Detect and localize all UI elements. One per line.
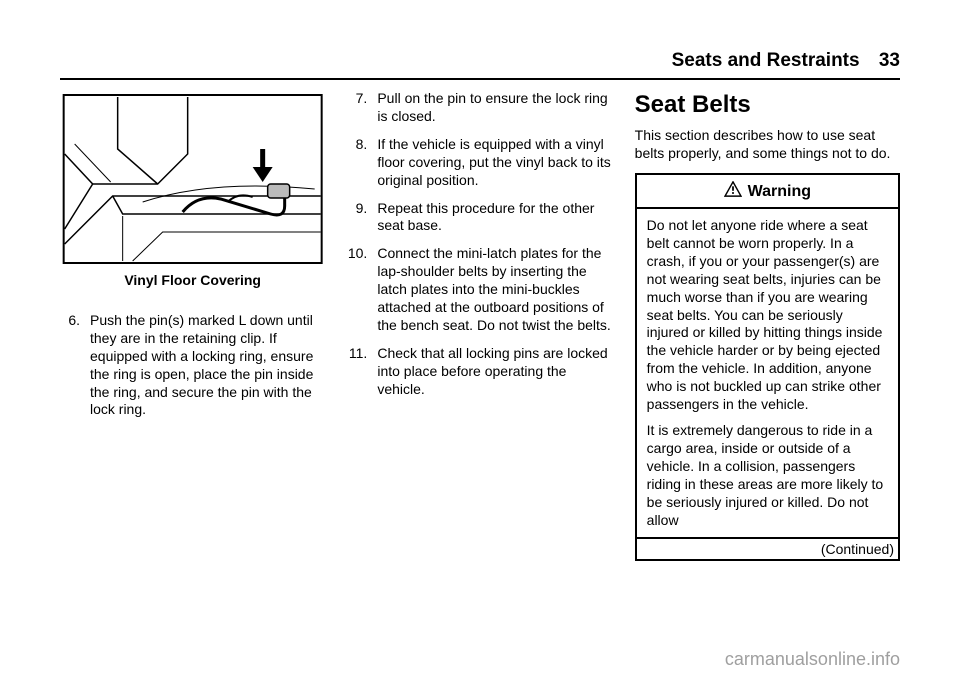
step-text: Push the pin(s) marked L down until they… [90, 312, 325, 419]
warning-paragraph: It is extremely dangerous to ride in a c… [647, 422, 888, 529]
step-item: 10. Connect the mini-latch plates for th… [347, 245, 612, 335]
figure-caption: Vinyl Floor Covering [60, 272, 325, 290]
step-text: Connect the mini-latch plates for the la… [377, 245, 612, 335]
step-text: Pull on the pin to ensure the lock ring … [377, 90, 612, 126]
steps-list-col2: 7. Pull on the pin to ensure the lock ri… [347, 90, 612, 399]
step-number: 8. [347, 136, 377, 190]
section-title: Seats and Restraints [672, 50, 860, 71]
warning-box: Warning Do not let anyone ride where a s… [635, 173, 900, 562]
step-text: If the vehicle is equipped with a vinyl … [377, 136, 612, 190]
warning-heading: Warning [637, 175, 898, 209]
warning-triangle-icon [724, 181, 742, 203]
warning-label: Warning [748, 182, 811, 202]
page-number: 33 [879, 50, 900, 71]
step-number: 9. [347, 200, 377, 236]
warning-body: Do not let anyone ride where a seat belt… [637, 209, 898, 539]
step-number: 7. [347, 90, 377, 126]
steps-list-col1: 6. Push the pin(s) marked L down until t… [60, 312, 325, 419]
header-rule [60, 78, 900, 80]
step-number: 6. [60, 312, 90, 419]
column-2: 7. Pull on the pin to ensure the lock ri… [347, 90, 612, 561]
step-item: 9. Repeat this procedure for the other s… [347, 200, 612, 236]
step-item: 11. Check that all locking pins are lock… [347, 345, 612, 399]
step-item: 7. Pull on the pin to ensure the lock ri… [347, 90, 612, 126]
column-3: Seat Belts This section describes how to… [635, 90, 900, 561]
step-text: Repeat this procedure for the other seat… [377, 200, 612, 236]
running-header: Seats and Restraints 33 [60, 50, 900, 78]
figure-vinyl-floor-covering [60, 94, 325, 264]
step-item: 6. Push the pin(s) marked L down until t… [60, 312, 325, 419]
step-item: 8. If the vehicle is equipped with a vin… [347, 136, 612, 190]
step-number: 10. [347, 245, 377, 335]
continued-label: (Continued) [637, 539, 898, 559]
warning-paragraph: Do not let anyone ride where a seat belt… [647, 217, 888, 414]
manual-page: Seats and Restraints 33 [0, 0, 960, 678]
section-heading-seat-belts: Seat Belts [635, 90, 900, 121]
column-1: Vinyl Floor Covering 6. Push the pin(s) … [60, 90, 325, 561]
watermark: carmanualsonline.info [725, 649, 900, 670]
intro-paragraph: This section describes how to use seat b… [635, 127, 900, 163]
column-layout: Vinyl Floor Covering 6. Push the pin(s) … [60, 90, 900, 561]
step-text: Check that all locking pins are locked i… [377, 345, 612, 399]
step-number: 11. [347, 345, 377, 399]
